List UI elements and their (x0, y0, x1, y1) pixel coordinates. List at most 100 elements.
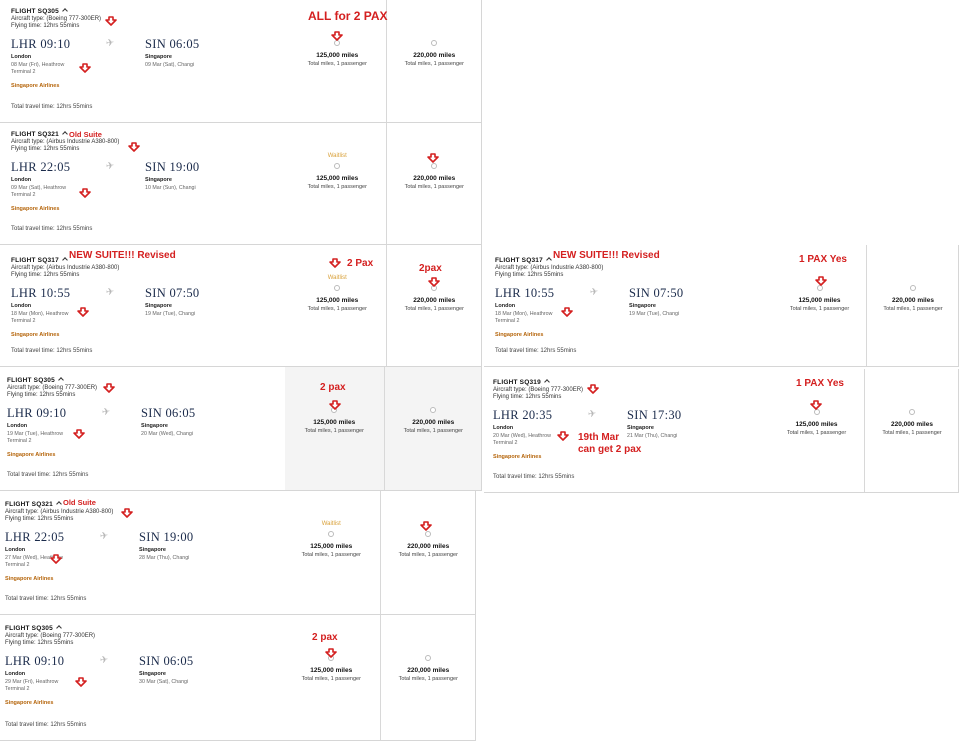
flight-number: FLIGHT SQ317 (11, 257, 59, 264)
flight-number: FLIGHT SQ321 (11, 131, 59, 138)
fare-radio-saver[interactable] (334, 285, 341, 291)
chevron-up-icon[interactable] (546, 257, 552, 263)
annotation-arrow-icon (557, 431, 569, 441)
arrival-time: SIN 17:30 (627, 408, 682, 422)
chevron-up-icon[interactable] (58, 377, 64, 383)
chevron-up-icon[interactable] (62, 131, 68, 137)
flight-number-toggle[interactable]: FLIGHT SQ305 (5, 625, 62, 632)
fare-radio-saver[interactable] (816, 285, 823, 291)
fare-radio-advantage[interactable] (431, 40, 438, 46)
flight-number-toggle[interactable]: FLIGHT SQ321 (5, 501, 62, 508)
flying-time: Flying time: 12hrs 55mins (5, 640, 74, 646)
flight-number: FLIGHT SQ321 (5, 501, 53, 508)
departure-terminal: Terminal 2 (5, 686, 30, 692)
fare-option-advantage[interactable]: 220,000 miles Total miles, 1 passenger (379, 491, 476, 614)
fare-miles-saver: 125,000 miles (798, 297, 841, 304)
origin-city: London (5, 547, 26, 553)
fare-radio-advantage[interactable] (431, 163, 438, 169)
flight-number-toggle[interactable]: FLIGHT SQ305 (7, 377, 64, 384)
fare-option-saver[interactable]: Waitlist 125,000 miles Total miles, 1 pass… (283, 491, 380, 614)
flight-result-card: FLIGHT SQ321 Aircraft type: (Airbus Indus… (0, 123, 482, 245)
flight-number-toggle[interactable]: FLIGHT SQ317 (11, 257, 68, 264)
chevron-up-icon[interactable] (544, 379, 550, 385)
flight-number-toggle[interactable]: FLIGHT SQ321 (11, 131, 68, 138)
destination-city: Singapore (139, 671, 166, 677)
fare-miles-advantage: 220,000 miles (891, 421, 933, 428)
flight-number-toggle[interactable]: FLIGHT SQ319 (493, 379, 550, 386)
fare-option-advantage[interactable]: 220,000 miles Total miles, 1 passenger (864, 369, 958, 492)
total-travel-time: Total travel time: 12hrs 55mins (11, 104, 93, 110)
arrival-time: SIN 07:50 (145, 286, 200, 300)
fare-radio-advantage[interactable] (425, 655, 432, 661)
arrival-date: 28 Mar (Thu), Changi (139, 555, 190, 561)
airline-name: Singapore Airlines (5, 700, 54, 706)
fare-options: 125,000 miles Total miles, 1 passenger 220… (285, 367, 482, 490)
departure-time: LHR 22:05 (11, 160, 71, 174)
red-annotation-note: Old Suite (69, 130, 102, 139)
departure-date: 18 Mar (Mon), Heathrow (11, 311, 69, 317)
fare-option-advantage[interactable]: 220,000 miles Total miles, 1 passenger (383, 367, 482, 490)
origin-city: London (11, 303, 32, 309)
fare-passenger-note-saver: Total miles, 1 passenger (307, 306, 367, 312)
aircraft-type: Aircraft type: (Boeing 777-300ER) (5, 633, 96, 639)
departure-time: LHR 09:10 (5, 654, 65, 668)
flying-time: Flying time: 12hrs 55mins (11, 23, 80, 29)
fare-passenger-note-saver: Total miles, 1 passenger (786, 430, 847, 436)
flight-number: FLIGHT SQ305 (11, 8, 59, 15)
annotation-arrow-icon (815, 276, 827, 286)
departure-time: LHR 10:55 (495, 286, 555, 300)
chevron-up-icon[interactable] (62, 257, 68, 263)
fare-radio-advantage[interactable] (425, 531, 432, 537)
fare-radio-advantage[interactable] (909, 409, 915, 415)
arrival-date: 10 Mar (Sun), Changi (145, 185, 196, 191)
flight-number: FLIGHT SQ305 (7, 377, 55, 384)
annotation-arrow-icon (420, 521, 432, 531)
arrival-date: 21 Mar (Thu), Changi (627, 433, 678, 439)
flight-number: FLIGHT SQ317 (495, 257, 543, 264)
arrival-date: 20 Mar (Wed), Changi (141, 431, 194, 437)
flight-number-toggle[interactable]: FLIGHT SQ317 (495, 257, 552, 264)
origin-city: London (493, 425, 514, 431)
chevron-up-icon[interactable] (56, 501, 62, 507)
fare-radio-saver[interactable] (328, 531, 335, 537)
chevron-up-icon[interactable] (62, 8, 68, 14)
flight-result-card: FLIGHT SQ317 Aircraft type: (Airbus Indus… (484, 245, 959, 367)
fare-option-advantage[interactable]: 220,000 miles Total miles, 1 passenger (379, 615, 476, 740)
airline-name: Singapore Airlines (11, 206, 60, 212)
aircraft-type: Aircraft type: (Airbus Industrie A380-80… (495, 265, 604, 271)
arrival-time: SIN 06:05 (145, 37, 200, 51)
red-annotation-note: 19th Mar can get 2 pax (578, 432, 642, 455)
annotation-arrow-icon (79, 63, 91, 73)
fare-option-saver[interactable]: Waitlist 125,000 miles Total miles, 1 pass… (289, 245, 386, 366)
fare-radio-advantage[interactable] (430, 407, 437, 413)
fare-radio-saver[interactable] (334, 163, 341, 169)
fare-passenger-note-advantage: Total miles, 1 passenger (883, 306, 943, 312)
flight-number-toggle[interactable]: FLIGHT SQ305 (11, 8, 68, 15)
fare-radio-advantage[interactable] (910, 285, 916, 291)
fare-option-advantage[interactable]: 220,000 miles Total miles, 1 passenger (385, 123, 482, 244)
annotation-arrow-icon (331, 31, 343, 41)
chevron-up-icon[interactable] (56, 625, 62, 631)
annotation-arrow-icon (810, 400, 822, 410)
waitlist-label: Waitlist (327, 275, 347, 281)
airline-name: Singapore Airlines (11, 332, 60, 338)
departure-terminal: Terminal 2 (495, 318, 520, 324)
fare-option-saver[interactable]: 125,000 miles Total miles, 1 passenger (773, 245, 866, 366)
departure-terminal: Terminal 2 (11, 69, 36, 75)
departure-time: LHR 22:05 (5, 530, 65, 544)
red-annotation-note: 1 PAX Yes (796, 378, 844, 389)
annotation-arrow-icon (329, 400, 341, 410)
red-annotation-note: 2 pax (320, 382, 346, 393)
red-annotation-note: 2pax (419, 263, 442, 274)
airline-name: Singapore Airlines (495, 332, 544, 338)
arrival-time: SIN 19:00 (139, 530, 194, 544)
fare-option-advantage[interactable]: 220,000 miles Total miles, 1 passenger (385, 0, 482, 122)
flight-info: FLIGHT SQ317 Aircraft type: (Airbus Indus… (495, 257, 773, 366)
total-travel-time: Total travel time: 12hrs 55mins (493, 474, 575, 480)
fare-options: 125,000 miles Total miles, 1 passenger 220… (769, 369, 958, 492)
fare-option-advantage[interactable]: 220,000 miles Total miles, 1 passenger (866, 245, 958, 366)
origin-city: London (11, 177, 32, 183)
fare-miles-saver: 125,000 miles (313, 419, 356, 426)
fare-option-saver[interactable]: Waitlist 125,000 miles Total miles, 1 pass… (289, 123, 386, 244)
flight-info: FLIGHT SQ321 Aircraft type: (Airbus Indus… (5, 501, 283, 614)
